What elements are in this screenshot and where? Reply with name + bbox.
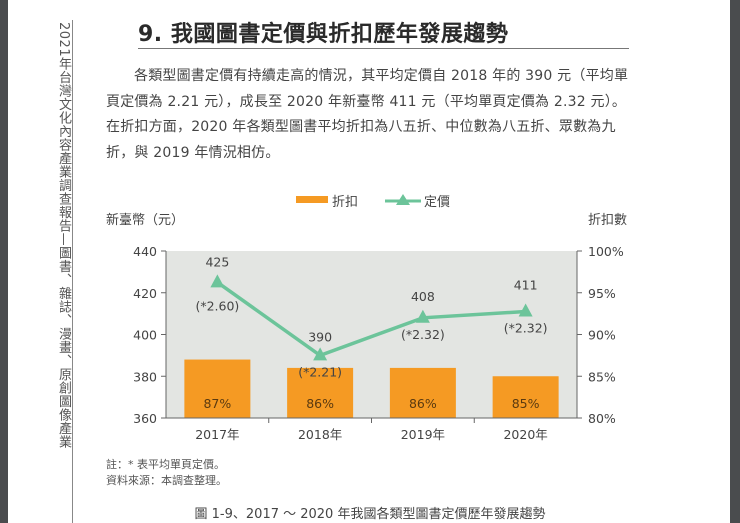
svg-text:390: 390	[308, 329, 332, 344]
section-title: 9. 我國圖書定價與折扣歷年發展趨勢	[138, 22, 509, 47]
legend-triangle-icon	[385, 194, 421, 205]
svg-text:86%: 86%	[306, 396, 334, 411]
svg-text:85%: 85%	[588, 369, 616, 384]
svg-text:(*2.32): (*2.32)	[401, 327, 445, 342]
body-paragraph: 各類型圖書定價有持續走高的情況，其平均定價自 2018 年的 390 元（平均單…	[106, 68, 629, 161]
svg-text:425: 425	[205, 254, 229, 269]
viewer-left-edge	[0, 0, 8, 523]
svg-text:80%: 80%	[588, 411, 616, 426]
chart-note: 註：* 表平均單頁定價。	[106, 458, 225, 471]
svg-text:408: 408	[411, 289, 435, 304]
svg-text:95%: 95%	[588, 286, 616, 301]
svg-text:360: 360	[133, 411, 157, 426]
price-markers	[210, 274, 533, 361]
svg-text:420: 420	[133, 286, 157, 301]
discount-bars	[184, 359, 559, 418]
legend-label-price: 定價	[424, 195, 451, 210]
y-axis-right-title: 折扣數	[588, 213, 628, 228]
svg-text:380: 380	[133, 369, 157, 384]
svg-text:400: 400	[133, 328, 157, 343]
legend-label-discount: 折扣	[332, 195, 359, 210]
svg-text:2018年: 2018年	[298, 427, 342, 442]
svg-text:(*2.32): (*2.32)	[504, 321, 548, 336]
chart-source: 資料來源：本調查整理。	[106, 474, 227, 487]
svg-text:87%: 87%	[203, 396, 231, 411]
running-header: 2021年台灣文化內容產業調查報告—圖書、雜誌、漫畫、原創圖像產業	[56, 22, 71, 449]
svg-text:(*2.21): (*2.21)	[298, 364, 342, 379]
svg-text:411: 411	[514, 278, 538, 293]
side-divider	[72, 20, 73, 523]
svg-text:86%: 86%	[409, 396, 437, 411]
viewer-scrollbar[interactable]	[730, 0, 740, 523]
svg-text:440: 440	[133, 244, 157, 259]
svg-text:(*2.60): (*2.60)	[195, 298, 239, 313]
svg-text:90%: 90%	[588, 328, 616, 343]
y-axis-left-title: 新臺幣（元）	[106, 213, 185, 228]
svg-text:85%: 85%	[512, 396, 540, 411]
price-line	[216, 280, 526, 358]
title-underline	[138, 48, 629, 49]
svg-text:100%: 100%	[588, 244, 624, 259]
svg-text:2020年: 2020年	[503, 427, 547, 442]
svg-text:2017年: 2017年	[195, 427, 239, 442]
svg-text:2019年: 2019年	[401, 427, 445, 442]
figure-caption: 圖 1-9、2017 ～ 2020 年我國各類型圖書定價歷年發展趨勢	[194, 507, 546, 522]
legend-bar-swatch	[296, 196, 328, 203]
